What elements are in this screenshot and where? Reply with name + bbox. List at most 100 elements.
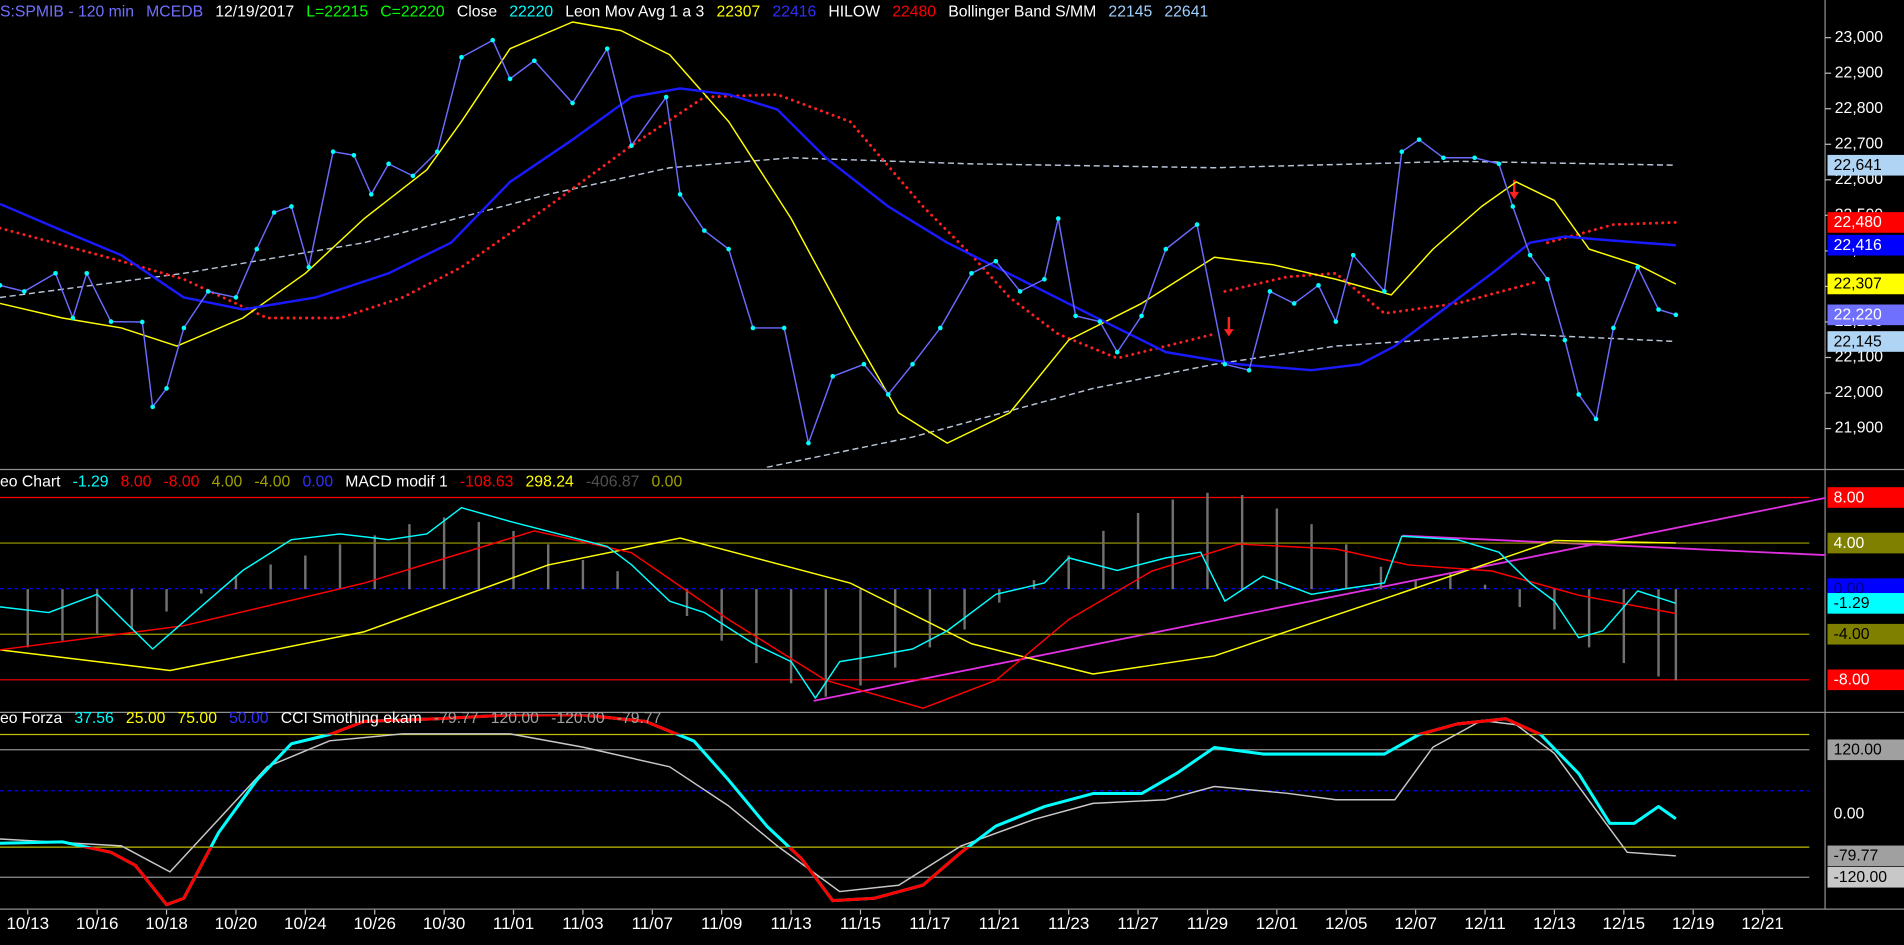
point [1055, 216, 1061, 221]
value-box [1827, 212, 1904, 233]
histogram-bar [893, 589, 897, 668]
legend-item: S:SPMIB - 120 min [0, 3, 134, 20]
x-tick-label: 12/11 [1464, 914, 1505, 933]
y-tick-label: 23,000 [1835, 29, 1883, 46]
y-tick-label: 22,700 [1835, 135, 1883, 152]
x-tick-label: 12/15 [1603, 914, 1646, 933]
point [1562, 337, 1568, 343]
legend-item: MACD modif 1 [345, 473, 447, 490]
point [271, 210, 277, 215]
x-tick-label: 12/07 [1394, 914, 1437, 933]
point [1576, 392, 1582, 397]
x-tick-label: 12/13 [1533, 914, 1576, 933]
x-tick-label: 11/23 [1048, 914, 1089, 933]
point [993, 258, 999, 264]
point [806, 440, 811, 446]
point [1291, 301, 1297, 306]
x-tick-label: 10/20 [215, 914, 258, 933]
x-tick-label: 11/15 [840, 914, 881, 933]
histogram-bar [1622, 589, 1626, 664]
value-box-label: 22,307 [1834, 276, 1882, 293]
value-box [1827, 593, 1904, 614]
point [1510, 204, 1516, 209]
point [53, 270, 58, 276]
value-box [1827, 669, 1904, 691]
x-tick-label: 10/16 [76, 914, 119, 933]
x-tick-label: 12/05 [1325, 914, 1368, 933]
value-box [1827, 845, 1904, 867]
legend-item: CCI Smothing ekam [281, 710, 422, 727]
value-box [1827, 623, 1904, 645]
point [330, 149, 336, 155]
point [885, 392, 891, 397]
histogram-bar [581, 560, 585, 590]
point [1114, 349, 1120, 355]
x-tick-label: 12/19 [1672, 914, 1715, 933]
value-box [1827, 866, 1904, 888]
legend-item: 22480 [892, 3, 936, 20]
signal-arrow [1509, 191, 1520, 200]
histogram-bar [512, 530, 515, 590]
value-box-label: 120.00 [1834, 742, 1882, 759]
x-tick-label: 11/01 [493, 914, 534, 933]
legend-item: 50.00 [229, 710, 269, 727]
point [1416, 137, 1422, 142]
histogram-bar [95, 589, 99, 634]
value-box [1827, 154, 1904, 176]
histogram-bar [165, 589, 168, 612]
point [1472, 155, 1477, 161]
trend-line [1402, 534, 1826, 557]
value-box-label: 22,480 [1834, 214, 1882, 231]
point [750, 325, 756, 331]
legend-item: 298.24 [526, 473, 574, 490]
legend-item: -4.00 [254, 473, 290, 490]
point [459, 54, 464, 60]
histogram-bar [200, 589, 203, 594]
point [1073, 313, 1078, 319]
histogram-bar [1171, 499, 1174, 590]
histogram-bar [1067, 555, 1070, 590]
point [1441, 155, 1446, 161]
histogram-bar [1102, 530, 1105, 590]
series-line [0, 530, 1676, 709]
value-box-label: -1.29 [1834, 595, 1870, 612]
x-tick-label: 11/03 [562, 914, 603, 933]
point [434, 149, 440, 155]
point [677, 192, 683, 197]
x-tick-label: 10/26 [353, 914, 396, 933]
point [410, 173, 416, 179]
legend-item: 12/19/2017 [215, 3, 294, 20]
x-tick-label: 12/21 [1741, 914, 1784, 933]
point [861, 361, 867, 367]
value-box-label: 8.00 [1834, 489, 1865, 506]
point [0, 283, 3, 288]
legend-item: -406.87 [586, 473, 639, 490]
point [490, 37, 496, 43]
histogram-bar [130, 589, 134, 630]
histogram-bar [998, 589, 1001, 603]
point [1611, 325, 1616, 331]
value-box-label: -4.00 [1834, 626, 1870, 643]
x-tick-label: 10/13 [6, 914, 49, 933]
legend-item: Close [457, 3, 498, 20]
histogram-bar [477, 521, 481, 590]
point [164, 386, 169, 391]
point [1246, 367, 1252, 373]
histogram-bar [1449, 573, 1452, 590]
point [663, 94, 669, 100]
point [351, 152, 357, 158]
point [139, 319, 145, 325]
point [507, 76, 513, 82]
point [1527, 252, 1533, 258]
histogram-bar [1379, 566, 1383, 590]
y-tick-label: 21,900 [1835, 420, 1883, 437]
legend-item: eo Chart [0, 473, 61, 490]
legend-item: 25.00 [126, 710, 166, 727]
histogram-bar [1587, 589, 1591, 648]
point [937, 325, 943, 331]
histogram-bar [442, 517, 446, 590]
x-tick-label: 11/21 [979, 914, 1020, 933]
point [84, 270, 90, 276]
